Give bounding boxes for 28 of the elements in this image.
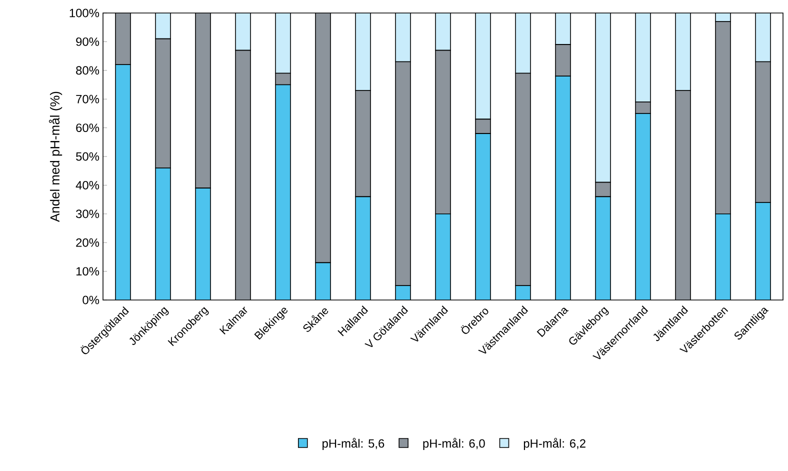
bar (635, 113, 651, 300)
bar (355, 196, 371, 300)
y-tick-label: 70% (76, 94, 100, 104)
legend-label: pH-mål: 6,0 (423, 438, 485, 450)
bar (155, 168, 171, 300)
y-tick-label: 20% (76, 238, 100, 247)
bar (555, 76, 571, 300)
bar (595, 196, 611, 300)
y-tick-label: 0% (82, 296, 100, 304)
bar (755, 202, 771, 300)
y-tick-label: 40% (76, 180, 100, 190)
bar (435, 214, 451, 300)
bar (715, 214, 731, 300)
bar (475, 133, 491, 300)
legend-label: pH-mål: 5,6 (322, 438, 384, 450)
bar (195, 188, 211, 300)
y-tick-label: 100% (70, 8, 100, 18)
bar (115, 64, 131, 300)
y-tick-label: 50% (76, 152, 100, 161)
y-tick-label: 90% (76, 37, 100, 46)
y-tick-label: 30% (76, 210, 100, 218)
y-tick-label: 10% (76, 267, 100, 276)
y-tick-label: 60% (76, 124, 100, 132)
legend-label: pH-mål: 6,2 (524, 438, 586, 450)
bar (315, 262, 331, 300)
y-tick-label: 80% (76, 66, 100, 75)
y-axis-title: Andel med pH-mål (%) (48, 92, 62, 222)
bar (275, 84, 291, 300)
